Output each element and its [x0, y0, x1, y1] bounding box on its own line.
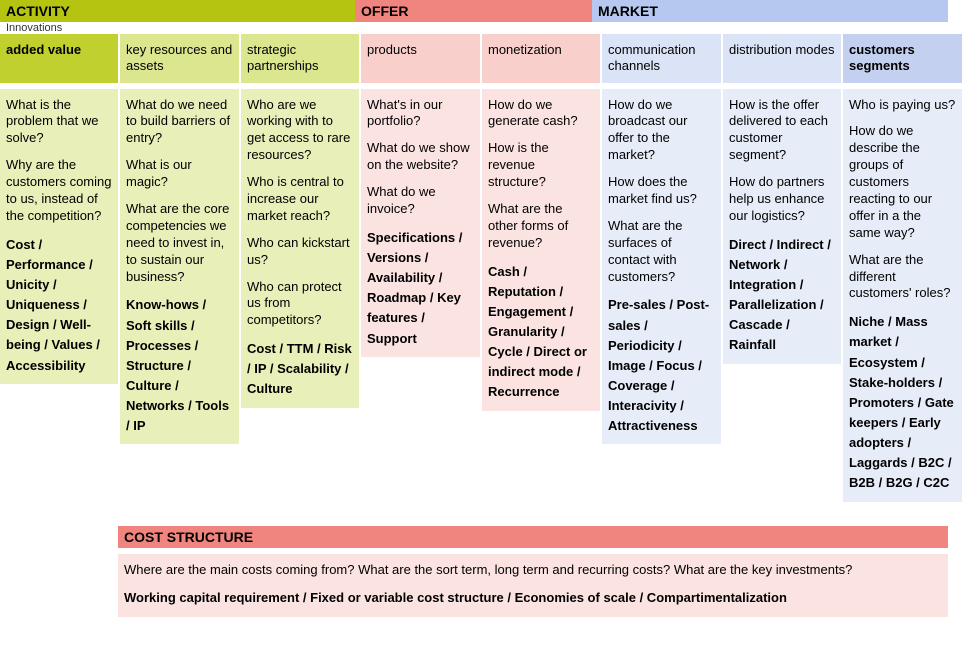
cost-structure-header: COST STRUCTURE — [118, 526, 948, 548]
question-text: Why are the customers coming to us, inst… — [6, 157, 112, 225]
question-text: How do we broadcast our offer to the mar… — [608, 97, 715, 165]
question-text: Who can protect us from competitors? — [247, 279, 353, 330]
cost-structure-block: COST STRUCTURE Where are the main costs … — [0, 526, 977, 617]
keywords-text: Direct / Indirect / Network / Integratio… — [729, 235, 835, 356]
subheader-comm-channels: communication channels — [602, 34, 721, 83]
question-text: What are the surfaces of contact with cu… — [608, 218, 715, 286]
cell-comm-channels: How do we broadcast our offer to the mar… — [602, 89, 721, 445]
question-text: What do we show on the website? — [367, 140, 474, 174]
note-innovations: Innovations — [0, 22, 355, 34]
question-text: How is the offer delivered to each custo… — [729, 97, 835, 165]
subheader-key-resources: key resources and assets — [120, 34, 239, 83]
question-text: How does the market find us? — [608, 174, 715, 208]
question-text: How do we generate cash? — [488, 97, 594, 131]
spacer — [592, 22, 948, 34]
question-text: What do we need to build barriers of ent… — [126, 97, 233, 148]
cell-dist-modes: How is the offer delivered to each custo… — [723, 89, 841, 364]
question-text: How do we describe the groups of custome… — [849, 123, 956, 241]
question-text: How do partners help us enhance our logi… — [729, 174, 835, 225]
offer-header: OFFER — [355, 0, 592, 22]
keywords-text: Niche / Mass market / Ecosystem / Stake-… — [849, 312, 956, 493]
subheader-row: added value key resources and assets str… — [0, 34, 977, 83]
subheader-cust-segments: customers segments — [843, 34, 962, 83]
keywords-text: Pre-sales / Post-sales / Periodicity / I… — [608, 295, 715, 436]
body-row: What is the problem that we solve? Why ar… — [0, 89, 977, 502]
keywords-text: Know-hows / Soft skills / Processes / St… — [126, 295, 233, 436]
question-text: What is our magic? — [126, 157, 233, 191]
question-text: Who can kickstart us? — [247, 235, 353, 269]
canvas: ACTIVITY OFFER MARKET Innovations added … — [0, 0, 977, 617]
question-text: Who is paying us? — [849, 97, 956, 114]
subheader-products: products — [361, 34, 480, 83]
keywords-text: Specifications / Versions / Availability… — [367, 228, 474, 349]
activity-header: ACTIVITY — [0, 0, 355, 22]
cell-partnerships: Who are we working with to get access to… — [241, 89, 359, 408]
question-text: What are the different customers' roles? — [849, 252, 956, 303]
question-text: What is the problem that we solve? — [6, 97, 112, 148]
subheader-added-value: added value — [0, 34, 118, 83]
cost-question: Where are the main costs coming from? Wh… — [124, 562, 942, 579]
cost-structure-body: Where are the main costs coming from? Wh… — [118, 554, 948, 617]
keywords-text: Cost / Performance / Unicity / Uniquenes… — [6, 235, 112, 376]
cell-key-resources: What do we need to build barriers of ent… — [120, 89, 239, 445]
question-text: What are the core competencies we need t… — [126, 201, 233, 285]
question-text: What do we invoice? — [367, 184, 474, 218]
keywords-text: Cash / Reputation / Engagement / Granula… — [488, 262, 594, 403]
subheader-monetization: monetization — [482, 34, 600, 83]
cost-keywords: Working capital requirement / Fixed or v… — [124, 588, 942, 608]
question-text: Who is central to increase our market re… — [247, 174, 353, 225]
note-row: Innovations — [0, 22, 977, 34]
question-text: How is the revenue structure? — [488, 140, 594, 191]
section-header-row: ACTIVITY OFFER MARKET — [0, 0, 977, 22]
cell-products: What's in our portfolio? What do we show … — [361, 89, 480, 357]
question-text: Who are we working with to get access to… — [247, 97, 353, 165]
question-text: What's in our portfolio? — [367, 97, 474, 131]
spacer — [355, 22, 592, 34]
question-text: What are the other forms of revenue? — [488, 201, 594, 252]
cell-monetization: How do we generate cash? How is the reven… — [482, 89, 600, 411]
subheader-dist-modes: distribution modes — [723, 34, 841, 83]
subheader-partnerships: strategic partnerships — [241, 34, 359, 83]
market-header: MARKET — [592, 0, 948, 22]
cell-cust-segments: Who is paying us? How do we describe the … — [843, 89, 962, 502]
keywords-text: Cost / TTM / Risk / IP / Scalability / C… — [247, 339, 353, 399]
cell-added-value: What is the problem that we solve? Why ar… — [0, 89, 118, 384]
